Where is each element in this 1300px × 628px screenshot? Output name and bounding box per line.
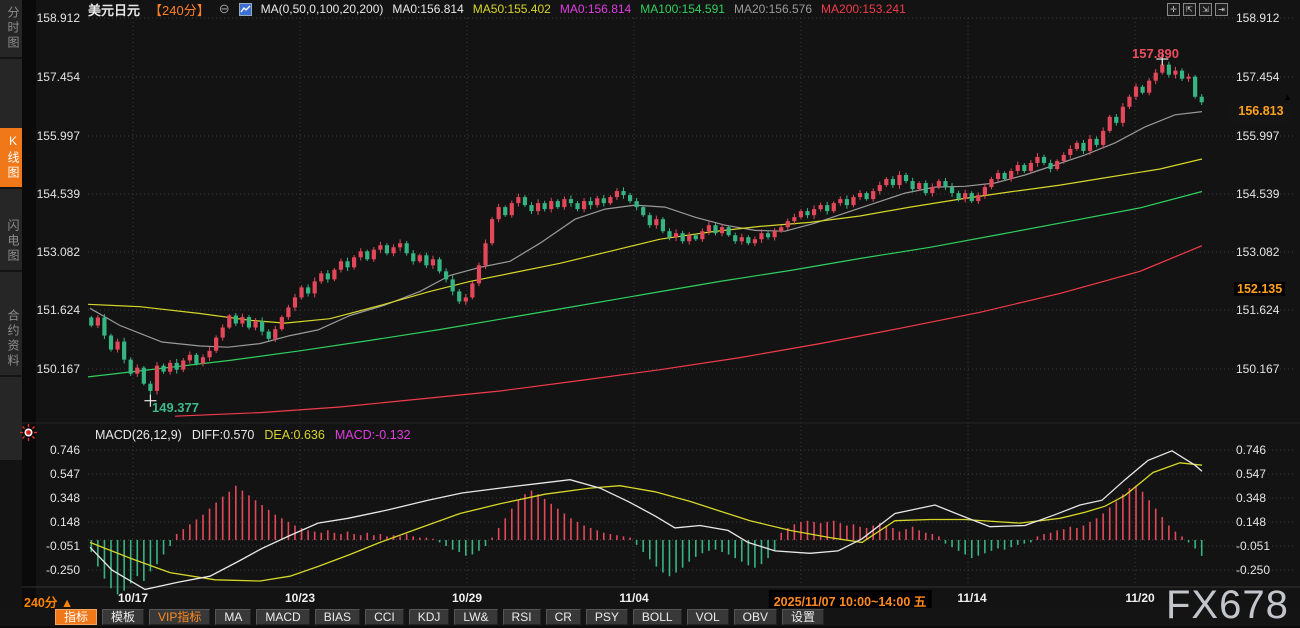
toolbar-vol-button[interactable]: VOL — [686, 609, 729, 625]
toolbar-macd-button[interactable]: MACD — [256, 609, 310, 625]
macd-tick-right: -0.051 — [1236, 539, 1271, 553]
indicator-toolbar: 指标 模板 VIP指标 MA MACD BIAS CCI KDJ LW& RSI… — [0, 608, 1300, 626]
x-axis-label: 10/17 — [117, 591, 149, 605]
toolbar-template-button[interactable]: 模板 — [102, 609, 145, 625]
high-price-label: 157.890 — [1132, 46, 1179, 61]
price-tick-left: 157.454 — [36, 70, 80, 84]
x-axis-label: 10/29 — [451, 591, 483, 605]
toolbar-cci-button[interactable]: CCI — [365, 609, 404, 625]
legend-ma200: MA200:153.241 — [821, 2, 906, 16]
toolbar-ma-button[interactable]: MA — [215, 609, 252, 625]
price-tick-right: 157.454 — [1236, 70, 1280, 84]
zoom-out-icon[interactable]: ⇲ — [1199, 3, 1212, 16]
price-tick-left: 151.624 — [36, 303, 80, 317]
toolbar-bias-button[interactable]: BIAS — [314, 609, 361, 625]
sidebar-tab-kline-chart[interactable]: K线图 — [0, 128, 22, 189]
macd-tick-left: 0.148 — [49, 515, 80, 529]
toolbar-indicator-button[interactable]: 指标 — [55, 609, 98, 625]
sidebar-tab-contract-info[interactable]: 合约资料 — [0, 303, 22, 377]
macd-dea-value: DEA:0.636 — [264, 428, 325, 442]
toolbar-boll-button[interactable]: BOLL — [632, 609, 682, 625]
legend-ma20: MA20:156.576 — [733, 2, 813, 16]
toolbar-vip-indicator-button[interactable]: VIP指标 — [149, 609, 211, 625]
legend-ma50: MA50:155.402 — [472, 2, 551, 16]
macd-tick-left: -0.051 — [45, 539, 80, 553]
low-price-label: 149.377 — [152, 400, 199, 415]
legend-ma0-b: MA0:156.814 — [559, 2, 632, 16]
price-tick-left: 158.912 — [36, 11, 80, 25]
macd-tick-right: -0.250 — [1236, 563, 1271, 577]
price-tick-right: 150.167 — [1236, 362, 1280, 376]
price-tick-right: 158.912 — [1236, 11, 1280, 25]
symbol-title: 美元日元 — [88, 2, 141, 18]
macd-tick-right: 0.348 — [1236, 491, 1267, 505]
macd-tick-right: 0.746 — [1236, 443, 1267, 457]
left-gutter — [22, 0, 36, 626]
fx678-watermark: FX678 — [1166, 583, 1289, 627]
toolbar-lw-button[interactable]: LW& — [454, 609, 498, 625]
macd-value: MACD:-0.132 — [334, 428, 411, 442]
x-axis-label: 11/04 — [619, 591, 649, 605]
price-tick-right: 151.624 — [1236, 303, 1280, 317]
alert-dot-icon[interactable] — [20, 424, 37, 446]
chart-header: 美元日元 【240分】 ⊖ MA(0,50,0,100,20,200) MA0:… — [88, 1, 906, 18]
ma-settings-label: MA(0,50,0,100,20,200) — [260, 2, 384, 16]
legend-ma0: MA0:156.814 — [392, 2, 464, 16]
macd-tick-left: 0.348 — [49, 491, 80, 505]
price-tick-left: 155.997 — [36, 129, 80, 143]
timeframe-label: 【240分】 — [149, 2, 210, 18]
x-axis-label: 11/20 — [1125, 591, 1155, 605]
macd-tick-right: 0.547 — [1236, 467, 1267, 481]
x-axis-label: 10/23 — [284, 591, 316, 605]
macd-header: MACD(26,12,9) DIFF:0.570 DEA:0.636 MACD:… — [95, 428, 411, 442]
price-tick-right: 153.082 — [1236, 245, 1280, 259]
price-tick-left: 150.167 — [36, 362, 80, 376]
toolbar-psy-button[interactable]: PSY — [585, 609, 628, 625]
legend-ma100: MA100:154.591 — [640, 2, 725, 16]
collapse-icon[interactable]: ⊖ — [218, 1, 230, 16]
macd-tick-left: 0.746 — [49, 443, 80, 457]
toolbar-cr-button[interactable]: CR — [545, 609, 581, 625]
macd-params-label: MACD(26,12,9) — [95, 428, 182, 442]
current-price-badge: 156.813 — [1230, 104, 1292, 122]
toolbar-obv-button[interactable]: OBV — [733, 609, 777, 625]
toolbar-rsi-button[interactable]: RSI — [502, 609, 541, 625]
price-tick-right: 155.997 — [1236, 129, 1280, 143]
period-selector[interactable]: 240分 ▲ — [24, 596, 74, 610]
zoom-in-icon[interactable]: ⇱ — [1183, 3, 1196, 16]
macd-diff-value: DIFF:0.570 — [191, 428, 255, 442]
settlement-price-badge: 152.135 — [1234, 282, 1286, 296]
pan-icon[interactable]: ✛ — [1167, 3, 1180, 16]
price-tick-left: 153.082 — [36, 245, 80, 259]
macd-tick-right: 0.148 — [1236, 515, 1267, 529]
macd-tick-left: 0.547 — [49, 467, 80, 481]
chart-type-sidebar: 分时图 K线图 闪电图 合约资料 — [0, 0, 22, 460]
shift-right-icon[interactable]: ⇥ — [1215, 3, 1228, 16]
price-tick-left: 154.539 — [36, 187, 80, 201]
macd-tick-left: -0.250 — [45, 563, 80, 577]
sidebar-tab-time-chart[interactable]: 分时图 — [0, 0, 22, 59]
price-up-arrow-icon: ▲ — [1283, 92, 1292, 102]
crosshair-date-label: 2025/11/07 10:00~14:00 五 — [768, 590, 932, 611]
chart-tool-icons: ✛ ⇱ ⇲ ⇥ — [1167, 3, 1228, 16]
sidebar-tab-flash-chart[interactable]: 闪电图 — [0, 213, 22, 272]
mini-chart-icon — [238, 2, 252, 16]
x-axis-label: 11/14 — [957, 591, 987, 605]
toolbar-settings-button[interactable]: 设置 — [781, 609, 824, 625]
price-tick-right: 154.539 — [1236, 187, 1280, 201]
toolbar-kdj-button[interactable]: KDJ — [408, 609, 450, 625]
